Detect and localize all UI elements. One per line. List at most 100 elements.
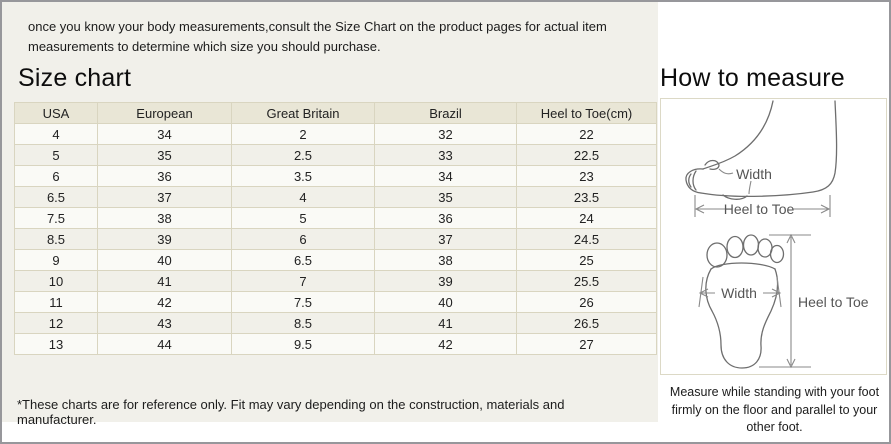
side-heel-toe-label: Heel to Toe (724, 201, 795, 217)
table-cell: 39 (97, 228, 232, 250)
toe-5 (769, 244, 785, 264)
table-cell: 44 (97, 333, 232, 355)
table-row: 5 35 2.5 33 22.5 (14, 144, 657, 166)
footnote-text: *These charts are for reference only. Fi… (17, 397, 565, 427)
column-header: Heel to Toe(cm) (516, 102, 657, 124)
table-cell: 26 (516, 291, 657, 313)
table-cell: 8.5 (14, 228, 98, 250)
table-cell: 7 (231, 270, 375, 292)
column-header: Brazil (374, 102, 517, 124)
table-row: 10 41 7 39 25.5 (14, 270, 657, 292)
table-row: 9 40 6.5 38 25 (14, 249, 657, 271)
foot-toe-curl-1 (688, 173, 692, 188)
width-arrowhead-left (698, 288, 709, 298)
width-drop-line (748, 180, 752, 195)
width-leader-line (718, 168, 734, 175)
table-cell: 27 (516, 333, 657, 355)
table-cell: 33 (374, 144, 517, 166)
table-header: USA European Great Britain Brazil Heel to To… (14, 102, 657, 124)
table-cell: 6 (231, 228, 375, 250)
length-arrowhead-top (786, 233, 796, 244)
table-cell: 4 (14, 123, 98, 145)
toe-2 (726, 235, 744, 259)
size-conversion-table: USA European Great Britain Brazil Heel to To… (14, 102, 657, 355)
table-cell: 37 (97, 186, 232, 208)
foot-toe-curl-2 (692, 170, 697, 191)
footprint-outline (705, 268, 779, 369)
foot-side-view-diagram: Width Heel to Toe (685, 100, 838, 217)
table-cell: 3.5 (231, 165, 375, 187)
measure-instruction-text: Measure while standing with your foot fi… (669, 385, 880, 434)
column-header: Great Britain (231, 102, 375, 124)
table-cell: 43 (97, 312, 232, 334)
table-row: 6.5 37 4 35 23.5 (14, 186, 657, 208)
table-cell: 5 (14, 144, 98, 166)
table-cell: 8.5 (231, 312, 375, 334)
toe-big (706, 242, 728, 268)
arrowhead-right (820, 204, 831, 214)
table-cell: 26.5 (516, 312, 657, 334)
table-cell: 23 (516, 165, 657, 187)
foot-sole-heel-line (700, 100, 838, 198)
table-cell: 7.5 (14, 207, 98, 229)
sole-heel-toe-label: Heel to Toe (798, 294, 869, 310)
foot-instep-bump (704, 159, 720, 171)
table-cell: 6 (14, 165, 98, 187)
table-cell: 40 (374, 291, 517, 313)
table-cell: 32 (374, 123, 517, 145)
table-row: 6 36 3.5 34 23 (14, 165, 657, 187)
table-cell: 9.5 (231, 333, 375, 355)
width-arrowhead-right (771, 288, 782, 298)
foot-sole-view-diagram: Width Heel to Toe (698, 233, 869, 369)
table-cell: 41 (374, 312, 517, 334)
column-header: USA (14, 102, 98, 124)
table-cell: 42 (374, 333, 517, 355)
table-row: 12 43 8.5 41 26.5 (14, 312, 657, 334)
table-row: 11 42 7.5 40 26 (14, 291, 657, 313)
sole-width-label: Width (721, 285, 757, 301)
table-cell: 35 (97, 144, 232, 166)
foot-big-toe (685, 168, 704, 194)
table-body: 4 34 2 32 22 5 35 2.5 33 22.5 6 36 3.5 34 23 6.5 37 4 35 23… (14, 123, 657, 355)
table-cell: 36 (97, 165, 232, 187)
table-cell: 39 (374, 270, 517, 292)
foot-ball-underline (722, 194, 748, 200)
table-cell: 35 (374, 186, 517, 208)
table-cell: 36 (374, 207, 517, 229)
table-cell: 25 (516, 249, 657, 271)
table-cell: 37 (374, 228, 517, 250)
table-cell: 24.5 (516, 228, 657, 250)
column-header: European (97, 102, 232, 124)
table-cell: 13 (14, 333, 98, 355)
table-cell: 34 (97, 123, 232, 145)
table-cell: 41 (97, 270, 232, 292)
table-cell: 11 (14, 291, 98, 313)
table-cell: 22.5 (516, 144, 657, 166)
table-cell: 38 (374, 249, 517, 271)
table-cell: 22 (516, 123, 657, 145)
table-row: 7.5 38 5 36 24 (14, 207, 657, 229)
table-cell: 34 (374, 165, 517, 187)
table-cell: 7.5 (231, 291, 375, 313)
table-row: 8.5 39 6 37 24.5 (14, 228, 657, 250)
table-cell: 24 (516, 207, 657, 229)
table-cell: 6.5 (14, 186, 98, 208)
table-cell: 12 (14, 312, 98, 334)
size-chart-title: Size chart (18, 64, 132, 92)
table-cell: 4 (231, 186, 375, 208)
table-cell: 25.5 (516, 270, 657, 292)
intro-text: once you know your body measurements,con… (28, 19, 607, 54)
length-arrowhead-bottom (786, 358, 796, 369)
table-cell: 2.5 (231, 144, 375, 166)
table-cell: 42 (97, 291, 232, 313)
table-cell: 5 (231, 207, 375, 229)
side-width-label: Width (736, 166, 772, 182)
how-to-measure-title: How to measure (660, 64, 845, 92)
measurement-diagrams: Width Heel to Toe (660, 98, 887, 375)
table-cell: 40 (97, 249, 232, 271)
table-cell: 38 (97, 207, 232, 229)
table-cell: 9 (14, 249, 98, 271)
arrowhead-left (694, 204, 705, 214)
table-row: 4 34 2 32 22 (14, 123, 657, 145)
